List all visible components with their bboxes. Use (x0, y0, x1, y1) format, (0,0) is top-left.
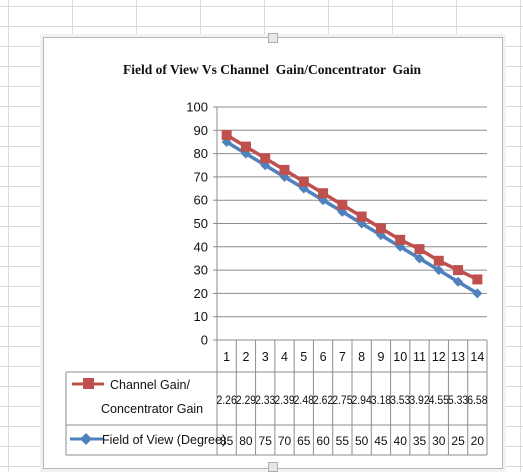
data-point-channel-gain (318, 188, 329, 199)
y-tick-label: 30 (194, 263, 208, 278)
table-cell-value: 65 (297, 434, 311, 448)
table-cell-value: 3.18 (371, 393, 392, 407)
y-tick-label: 80 (194, 146, 208, 161)
table-cell-value: 4.55 (429, 393, 450, 407)
table-cell-value: 55 (336, 434, 350, 448)
y-tick-label: 40 (194, 239, 208, 254)
table-cell-value: 2.62 (313, 393, 334, 407)
legend-label-field-of-view: Field of View (Degree) (102, 433, 226, 447)
data-point-channel-gain (395, 234, 406, 245)
data-point-field-of-view (472, 288, 483, 299)
data-point-channel-gain (453, 265, 464, 276)
data-point-channel-gain (260, 153, 271, 164)
data-point-field-of-view (433, 265, 444, 276)
data-point-field-of-view (453, 276, 464, 287)
table-cell-value: 2.33 (255, 393, 276, 407)
table-cell-value: 30 (432, 434, 446, 448)
y-tick-label: 0 (201, 333, 208, 348)
table-cell-value: 45 (374, 434, 388, 448)
data-point-channel-gain (414, 244, 425, 255)
data-point-channel-gain (221, 129, 232, 140)
x-category-label: 6 (320, 350, 327, 364)
y-tick-label: 90 (194, 123, 208, 138)
y-tick-label: 50 (194, 216, 208, 231)
table-cell-value: 70 (278, 434, 292, 448)
x-category-label: 13 (451, 350, 465, 364)
x-category-label: 3 (262, 350, 269, 364)
table-cell-value: 2.75 (332, 393, 353, 407)
y-tick-label: 70 (194, 169, 208, 184)
table-cell-value: 60 (316, 434, 330, 448)
x-category-label: 11 (413, 350, 426, 364)
x-category-label: 10 (393, 350, 407, 364)
data-point-channel-gain (472, 274, 483, 285)
data-point-channel-gain (298, 176, 309, 187)
x-category-label: 8 (358, 350, 365, 364)
legend-label-channel-gain-line2: Concentrator Gain (101, 402, 203, 416)
legend-label-channel-gain-line1: Channel Gain/ (110, 378, 190, 392)
x-category-label: 2 (242, 350, 249, 364)
series-line (225, 140, 479, 295)
data-point-channel-gain (356, 211, 367, 222)
table-cell-value: 25 (451, 434, 465, 448)
table-cell-value: 50 (355, 434, 369, 448)
table-cell-value: 2.39 (274, 393, 295, 407)
y-tick-label: 100 (186, 100, 208, 115)
x-category-label: 14 (470, 350, 484, 364)
x-category-label: 1 (223, 350, 230, 364)
table-cell-value: 3.92 (409, 393, 430, 407)
table-cell-value: 35 (413, 434, 427, 448)
x-category-label: 5 (300, 350, 307, 364)
data-point-channel-gain (375, 223, 386, 234)
data-point-channel-gain (433, 255, 444, 266)
table-cell-value: 2.29 (236, 393, 257, 407)
table-cell-value: 20 (471, 434, 485, 448)
data-point-channel-gain (337, 199, 348, 210)
y-tick-label: 20 (194, 286, 208, 301)
table-cell-value: 3.53 (390, 393, 411, 407)
table-cell-value: 2.94 (351, 393, 372, 407)
table-cell-value: 80 (239, 434, 253, 448)
chart-title: Field of View Vs Channel Gain/Concentrat… (122, 62, 421, 77)
data-point-field-of-view (414, 253, 425, 264)
x-category-label: 9 (377, 350, 384, 364)
table-cell-value: 85 (220, 434, 234, 448)
table-cell-value: 40 (394, 434, 408, 448)
table-cell-value: 75 (259, 434, 273, 448)
resize-handle-top[interactable] (268, 33, 278, 43)
x-category-label: 4 (281, 350, 288, 364)
legend-key-diamond-marker (80, 433, 92, 445)
table-cell-value: 2.26 (216, 393, 237, 407)
x-category-label: 7 (339, 350, 346, 364)
legend-key-square-marker (83, 378, 94, 389)
data-point-channel-gain (240, 141, 251, 152)
table-cell-value: 5.33 (448, 393, 469, 407)
y-tick-label: 60 (194, 193, 208, 208)
y-tick-label: 10 (194, 309, 208, 324)
table-cell-value: 6.58 (467, 393, 488, 407)
data-point-channel-gain (279, 164, 290, 175)
table-cell-value: 2.48 (294, 393, 315, 407)
x-category-label: 12 (432, 350, 446, 364)
